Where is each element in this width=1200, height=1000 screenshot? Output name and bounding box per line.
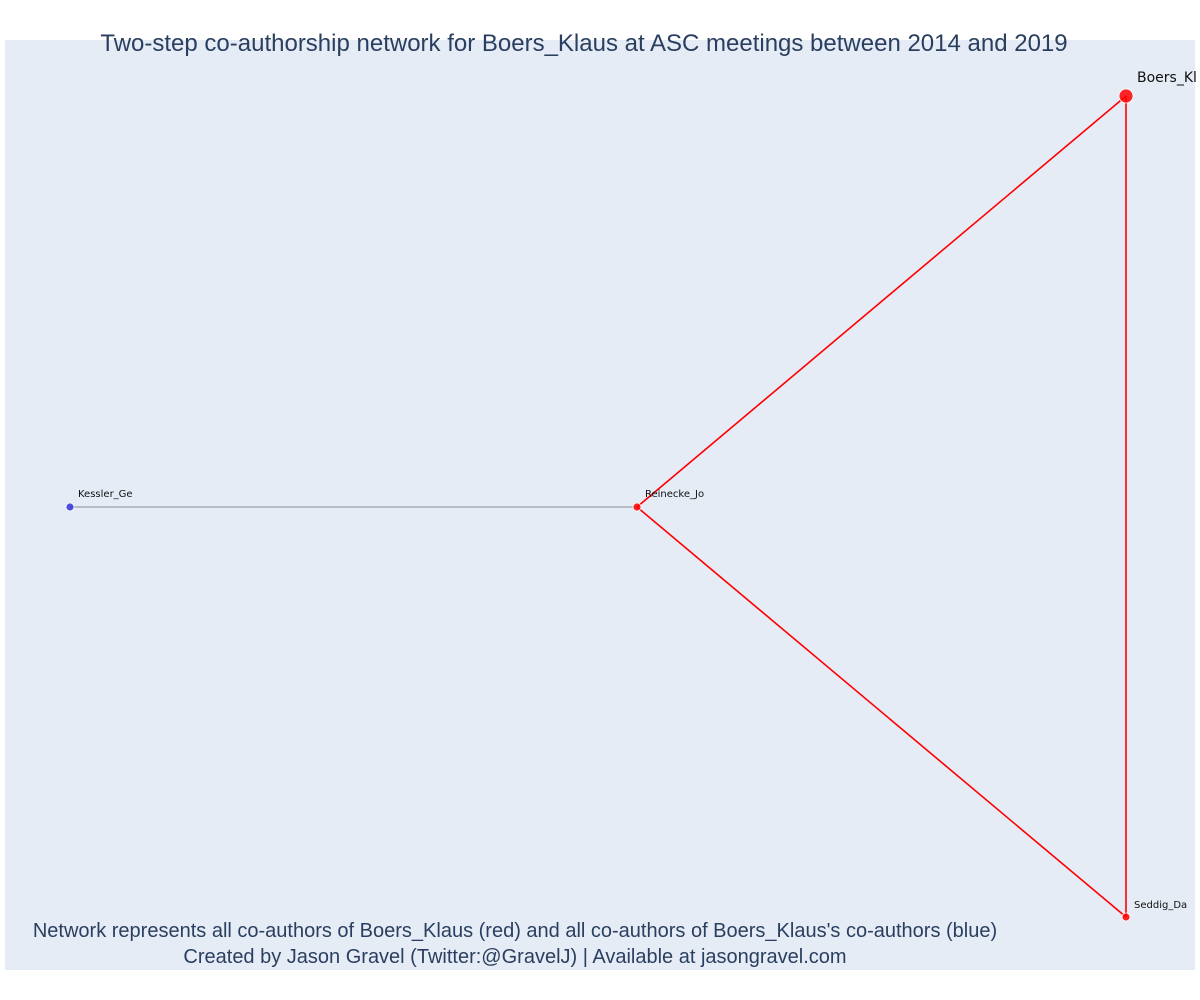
node-label-Reinecke_Jo: Reinecke_Jo [645, 489, 704, 500]
caption-line-1: Network represents all co-authors of Boe… [32, 920, 998, 942]
node-Reinecke_Jo[interactable] [632, 502, 642, 512]
edges-layer [70, 95, 1127, 918]
caption: Network represents all co-authors of Boe… [0, 918, 1030, 970]
node-Seddig_Da[interactable] [1121, 912, 1131, 922]
edge-Boers_Kl-Reinecke_Jo [636, 95, 1127, 508]
chart-title: Two-step co-authorship network for Boers… [100, 30, 1068, 57]
node-label-Boers_Kl: Boers_Kl [1137, 70, 1197, 86]
node-Boers_Kl[interactable] [1118, 88, 1134, 104]
edge-Reinecke_Jo-Seddig_Da [636, 506, 1127, 918]
nodes-layer [65, 88, 1134, 922]
node-label-Seddig_Da: Seddig_Da [1134, 900, 1187, 911]
plot-area [5, 40, 1195, 970]
node-Kessler_Ge[interactable] [65, 502, 75, 512]
caption-line-2: Created by Jason Gravel (Twitter:@Gravel… [183, 946, 847, 968]
labels-layer: Boers_Kl Reinecke_Jo Seddig_Da Kessler_Ge [78, 70, 1197, 911]
node-label-Kessler_Ge: Kessler_Ge [78, 489, 133, 500]
